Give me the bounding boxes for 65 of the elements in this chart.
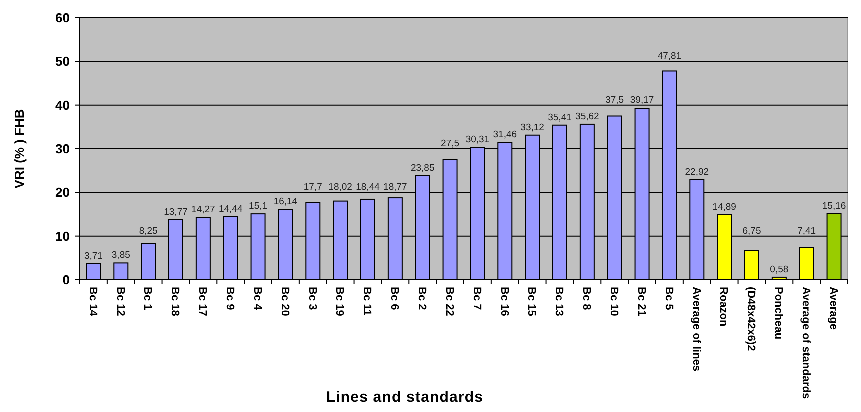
- data-label: 0,58: [770, 264, 789, 276]
- data-label: 35,62: [576, 111, 600, 122]
- data-label: 14,89: [712, 202, 736, 213]
- x-tick-label: (D48x42x6)2: [745, 287, 758, 352]
- data-label: 33,12: [520, 122, 544, 134]
- data-label: 8,25: [139, 226, 158, 237]
- x-tick-label: Roazon: [718, 287, 730, 327]
- x-tick-label: Average of lines: [690, 287, 702, 372]
- y-tick-label: 20: [56, 185, 70, 200]
- x-tick-label: Bc 3: [306, 287, 318, 310]
- y-tick-label: 40: [56, 98, 70, 113]
- x-tick-label: Bc 11: [361, 287, 374, 316]
- x-tick-label: Bc 18: [169, 287, 182, 316]
- x-tick-label: Bc 19: [334, 287, 346, 316]
- data-label: 35,41: [548, 112, 572, 124]
- y-tick-label: 0: [62, 272, 70, 288]
- x-tick-label: Poncheau: [772, 287, 785, 340]
- x-tick-label: Bc 13: [553, 287, 566, 316]
- x-tick-label: Bc 12: [114, 287, 126, 316]
- data-label: 47,81: [658, 51, 682, 62]
- y-tick-label: 30: [56, 142, 70, 157]
- data-label: 6,75: [742, 226, 762, 237]
- x-tick-label: Bc 2: [416, 287, 428, 310]
- x-tick-label: Average of standards: [800, 287, 812, 400]
- data-label: 39,17: [630, 94, 654, 106]
- y-tick-label: 50: [56, 54, 70, 70]
- data-label: 27,5: [441, 138, 460, 150]
- x-tick-label: Bc 6: [388, 287, 401, 310]
- x-tick-label: Bc 16: [498, 287, 510, 316]
- x-tick-label: Bc 5: [662, 287, 675, 310]
- data-label: 15,16: [822, 200, 846, 212]
- data-label: 17,7: [304, 182, 322, 194]
- data-label: 7,41: [798, 226, 816, 237]
- data-label: 15,1: [249, 201, 268, 212]
- x-tick-label: Bc 14: [86, 287, 99, 318]
- y-tick-label: 60: [56, 10, 70, 26]
- x-tick-label: Bc 17: [196, 287, 209, 316]
- data-label: 14,27: [192, 204, 216, 216]
- data-label: 18,77: [384, 182, 408, 194]
- x-tick-label: Bc 20: [278, 287, 291, 316]
- data-label: 22,92: [685, 166, 710, 178]
- data-label: 16,14: [274, 196, 298, 208]
- x-tick-label: Bc 9: [224, 287, 236, 310]
- x-tick-label: Average: [827, 287, 840, 330]
- data-label: 3,85: [112, 250, 130, 262]
- data-label: 13,77: [164, 206, 188, 218]
- data-label: 18,44: [356, 182, 380, 194]
- x-tick-label: Bc 15: [526, 287, 538, 316]
- data-label: 18,02: [328, 182, 352, 194]
- data-label: 14,44: [218, 204, 243, 215]
- data-label: 31,46: [493, 130, 518, 141]
- data-label: 3,71: [84, 250, 103, 262]
- x-tick-label: Bc 7: [470, 287, 483, 310]
- x-tick-label: Bc 8: [580, 287, 593, 310]
- x-tick-label: Bc 22: [443, 287, 456, 316]
- x-tick-label: Bc 10: [608, 287, 620, 316]
- y-axis-title: VRI (% ) FHB: [12, 109, 27, 189]
- x-tick-label: Bc 4: [251, 287, 264, 312]
- x-axis-title: Lines and standards: [326, 389, 484, 406]
- data-label: 37,5: [606, 94, 624, 106]
- data-label: 23,85: [410, 162, 435, 174]
- data-label: 30,31: [466, 134, 490, 146]
- x-tick-label: Bc 1: [142, 287, 154, 310]
- x-tick-label: Bc 21: [635, 287, 648, 316]
- y-tick-label: 10: [56, 228, 70, 244]
